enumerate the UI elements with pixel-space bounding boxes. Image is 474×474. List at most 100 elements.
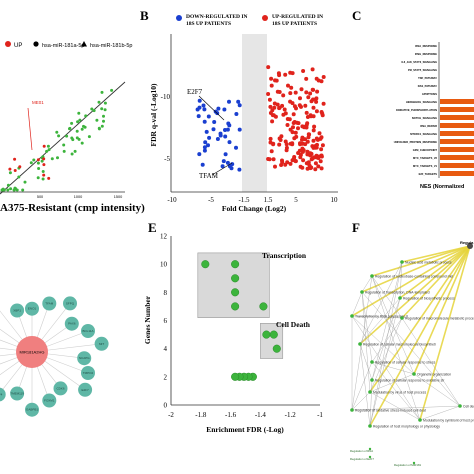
gene-node bbox=[77, 351, 92, 366]
panel-a-point bbox=[100, 107, 104, 111]
go-term-node bbox=[360, 290, 364, 294]
go-edge bbox=[351, 361, 373, 411]
enrichment-point bbox=[231, 288, 240, 297]
panel-a-point bbox=[78, 118, 82, 122]
go-term-node bbox=[412, 372, 416, 376]
volcano-point-up bbox=[304, 76, 309, 81]
volcano-point-down bbox=[229, 166, 234, 171]
pathway-label: IL6_JAK_STAT3_SIGNALING bbox=[401, 60, 437, 64]
volcano-point-up bbox=[304, 110, 309, 115]
pathway-label: NOTCH_SIGNALING bbox=[412, 116, 437, 120]
go-edge bbox=[359, 297, 401, 345]
panel-b: B DOWN-REGULATED IN 18S UP PATIENTS UP-R… bbox=[140, 8, 338, 213]
volcano-point-down bbox=[220, 164, 225, 169]
nes-bar bbox=[440, 131, 474, 136]
volcano-point-down bbox=[203, 140, 208, 145]
enrichment-point bbox=[262, 330, 271, 339]
go-edge-primary bbox=[369, 245, 471, 427]
pathway-label: MYC_TARGETS_V2 bbox=[413, 156, 438, 160]
volcano-point-up bbox=[279, 134, 284, 139]
panel-b-x-tick-m15: -1.5 bbox=[238, 196, 250, 204]
panel-a-point-up bbox=[42, 173, 46, 177]
gene-node-label: PAX6 bbox=[68, 322, 76, 326]
go-edge bbox=[351, 405, 461, 411]
panel-a-point bbox=[55, 130, 59, 134]
volcano-point-up bbox=[283, 72, 288, 77]
panel-a-point bbox=[100, 90, 104, 94]
go-edge bbox=[369, 379, 373, 427]
panel-b-x-tick-m5: -5 bbox=[208, 196, 214, 204]
volcano-point-up bbox=[293, 130, 298, 135]
volcano-point-up bbox=[274, 78, 279, 83]
panel-a-point-up bbox=[36, 158, 40, 162]
volcano-point-up bbox=[309, 157, 314, 162]
volcano-point-down bbox=[202, 107, 207, 112]
volcano-point-down bbox=[196, 114, 201, 119]
gene-node bbox=[25, 301, 39, 316]
volcano-point-up bbox=[314, 76, 319, 81]
legend-down-label: DOWN-REGULATED IN bbox=[186, 14, 248, 20]
panel-b-threshold-band bbox=[242, 34, 267, 192]
go-edge-primary bbox=[401, 245, 471, 319]
panel-e-scatter bbox=[201, 260, 281, 381]
go-term-label: Regulation of macromolecule metabolic pr… bbox=[405, 317, 474, 321]
volcano-point-down bbox=[197, 152, 202, 157]
panel-e-x-tick: -1.4 bbox=[255, 411, 267, 419]
go-edge bbox=[369, 297, 401, 427]
panel-a-point bbox=[103, 101, 107, 105]
pathway-label: RNA_REPAIR bbox=[420, 124, 437, 128]
volcano-point-up bbox=[284, 148, 289, 153]
volcano-point-down bbox=[197, 105, 202, 110]
go-edge bbox=[359, 343, 373, 381]
go-term-node bbox=[418, 418, 422, 422]
go-gene-label: Regulation of MIR181 bbox=[394, 463, 421, 467]
volcano-point-down bbox=[204, 129, 209, 134]
go-edge-primary bbox=[371, 245, 471, 277]
go-term-label: Regulation of oxidative stress-induced c… bbox=[355, 409, 426, 413]
panel-a-point bbox=[82, 124, 85, 128]
panel-e-y-label: Genes Number bbox=[143, 295, 152, 344]
volcano-point-up bbox=[281, 93, 286, 98]
volcano-point-down bbox=[207, 135, 212, 140]
panel-a-point bbox=[8, 171, 12, 175]
go-edge bbox=[351, 315, 415, 375]
gene-node-label: TMPO2 bbox=[83, 371, 94, 375]
panel-a-point bbox=[95, 118, 99, 122]
volcano-point-up bbox=[318, 159, 323, 164]
nes-bar bbox=[440, 139, 474, 144]
volcano-point-up bbox=[298, 141, 302, 146]
volcano-point-up bbox=[301, 136, 306, 141]
go-term-label: Transcription by RNA polymerase II bbox=[355, 315, 408, 319]
go-term-label: Modulation by virus of host process bbox=[373, 391, 426, 395]
volcano-point-down bbox=[237, 167, 242, 172]
volcano-point-up bbox=[321, 75, 326, 79]
nes-bar bbox=[440, 163, 474, 168]
panel-a-point bbox=[77, 137, 81, 141]
go-edge bbox=[371, 275, 421, 421]
volcano-point-up bbox=[290, 101, 295, 106]
go-edge bbox=[371, 297, 401, 381]
volcano-point-down bbox=[201, 103, 206, 108]
label-e2f7: E2F7 bbox=[187, 88, 203, 96]
legend-up-marker-b bbox=[262, 15, 268, 21]
volcano-point-up bbox=[314, 143, 319, 148]
go-edge bbox=[371, 275, 415, 375]
pathway-label: PI3_STAT5_SIGNALING bbox=[408, 68, 437, 72]
gene-node-label: KLF4 bbox=[0, 393, 3, 397]
panel-a-point bbox=[103, 108, 107, 112]
volcano-point-up bbox=[269, 149, 274, 154]
volcano-point-up bbox=[288, 161, 293, 166]
volcano-point-up bbox=[298, 164, 303, 169]
volcano-point-up bbox=[298, 155, 303, 160]
panel-a-point bbox=[15, 188, 19, 192]
gene-node-label: MIT bbox=[99, 342, 104, 346]
volcano-point-up bbox=[301, 69, 306, 73]
go-hub-label: Regula bbox=[460, 240, 474, 245]
panel-b-scatter bbox=[195, 65, 326, 172]
legend-mir181b-label: hsa-miR-181b-5p bbox=[90, 43, 133, 49]
go-edge bbox=[351, 391, 371, 411]
panel-a-point bbox=[56, 156, 59, 160]
pathway-label: UNFOLDED_PROTEIN_RESPONSE bbox=[394, 140, 438, 144]
panel-a-point bbox=[45, 149, 49, 153]
